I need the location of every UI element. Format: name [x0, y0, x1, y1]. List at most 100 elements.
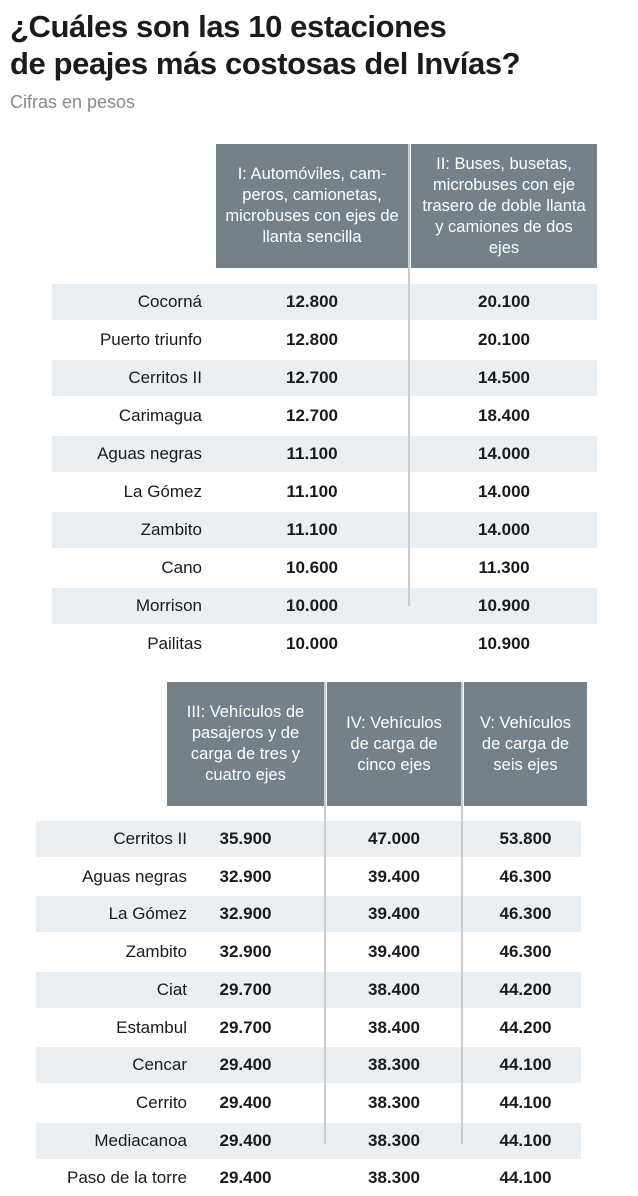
station-name: Pailitas	[147, 634, 202, 653]
table-row: La Gómez 32.900 39.400 46.300	[36, 896, 581, 933]
toll-value: 29.700	[219, 1017, 272, 1037]
table2-header-class-v: V: Vehículos de carga de seis ejes	[464, 682, 587, 806]
table2-header-class-v-text: V: Vehículos de carga de seis ejes	[479, 713, 572, 774]
table-row: Morrison 10.000 10.900	[52, 588, 597, 624]
toll-value: 35.900	[219, 829, 272, 848]
table-row: La Gómez 11.100 14.000	[52, 474, 597, 510]
table-row: Puerto triunfo 12.800 20.100	[52, 322, 597, 358]
station-name: Morrison	[135, 596, 202, 615]
toll-value: 29.400	[219, 1130, 272, 1150]
toll-value: 39.400	[368, 942, 420, 962]
toll-value: 44.100	[499, 1130, 552, 1150]
table2-divider-2	[461, 682, 463, 1144]
station-name: Paso de la torre	[66, 1168, 187, 1188]
station-name: Ciat	[156, 979, 187, 999]
table-row: Aguas negras 32.900 39.400 46.300	[36, 859, 581, 895]
station-name: Zambito	[125, 942, 187, 962]
station-name: La Gómez	[108, 904, 187, 924]
toll-value: 38.300	[368, 1092, 420, 1112]
table1-divider	[408, 144, 410, 606]
toll-value: 12.700	[286, 406, 338, 425]
station-name: La Gómez	[123, 482, 202, 501]
toll-value: 39.400	[368, 866, 420, 886]
toll-value: 47.000	[368, 829, 420, 848]
station-name: Estambul	[116, 1017, 187, 1037]
toll-value: 29.700	[219, 979, 272, 999]
toll-value: 11.100	[286, 482, 338, 501]
station-name: Mediacanoa	[94, 1130, 187, 1150]
station-name: Cocorná	[137, 292, 202, 311]
toll-value: 29.400	[219, 1168, 272, 1188]
table-row: Aguas negras 11.100 14.000	[52, 436, 597, 472]
station-name: Aguas negras	[82, 866, 187, 886]
table-row: Mediacanoa 29.400 38.300 44.100	[36, 1122, 581, 1159]
toll-value: 32.900	[219, 866, 272, 886]
table-row: Estambul 29.700 38.400 44.200	[36, 1010, 581, 1046]
toll-value: 10.900	[478, 634, 530, 653]
toll-value: 29.400	[219, 1055, 272, 1075]
toll-value: 12.800	[286, 330, 338, 349]
table-row: Cerritos II 35.900 47.000 53.800	[36, 821, 581, 857]
table2-header-class-iv-text: IV: Vehículos de carga de cinco ejes	[346, 713, 442, 774]
toll-value: 39.400	[368, 904, 420, 924]
toll-value: 38.300	[368, 1055, 420, 1075]
toll-value: 12.800	[286, 292, 338, 311]
toll-value: 44.100	[499, 1055, 552, 1075]
table-row: Cencar 29.400 38.300 44.100	[36, 1047, 581, 1084]
toll-value: 14.000	[478, 482, 530, 501]
toll-value: 44.100	[499, 1092, 552, 1112]
toll-value: 38.400	[368, 979, 420, 999]
table1-header-class-ii: II: Buses, busetas, microbuses con eje t…	[411, 144, 597, 268]
toll-value: 14.000	[478, 444, 530, 463]
table-row: Ciat 29.700 38.400 44.200	[36, 971, 581, 1008]
table-row: Pailitas 10.000 10.900	[52, 626, 597, 662]
table-row: Zambito 32.900 39.400 46.300	[36, 934, 581, 970]
table-row: Cano 10.600 11.300	[52, 550, 597, 586]
toll-value: 11.300	[478, 558, 530, 577]
table2-header-class-iii: III: Vehículos de pasajeros y de carga d…	[167, 682, 324, 806]
toll-value: 11.100	[286, 444, 338, 463]
station-name: Cerrito	[135, 1092, 187, 1112]
toll-value: 18.400	[478, 406, 530, 425]
toll-value: 46.300	[499, 904, 552, 924]
table-row: Cerritos II 12.700 14.500	[52, 360, 597, 396]
toll-value: 44.100	[499, 1168, 552, 1188]
table2-header-class-iv: IV: Vehículos de carga de cinco ejes	[327, 682, 461, 806]
toll-value: 46.300	[499, 942, 552, 962]
toll-value: 32.900	[219, 904, 272, 924]
toll-value: 53.800	[499, 829, 552, 848]
title-line-1: ¿Cuáles son las 10 estaciones	[10, 9, 447, 44]
table-row: Carimagua 12.700 18.400	[52, 398, 597, 434]
toll-value: 20.100	[478, 330, 530, 349]
toll-value: 20.100	[478, 292, 530, 311]
table-row: Cerrito 29.400 38.300 44.100	[36, 1085, 581, 1121]
toll-value: 38.400	[368, 1017, 420, 1037]
table-row: Zambito 11.100 14.000	[52, 512, 597, 548]
table-row: Paso de la torre 29.400 38.300 44.100	[36, 1160, 581, 1196]
toll-value: 46.300	[499, 866, 552, 886]
station-name: Puerto triunfo	[99, 330, 202, 349]
toll-value: 32.900	[219, 942, 272, 962]
table-row: Cocorná 12.800 20.100	[52, 284, 597, 320]
toll-value: 10.600	[286, 558, 338, 577]
toll-value: 10.900	[478, 596, 530, 615]
table1-header-class-i-text: I: Automóviles, cam-peros, camionetas, m…	[225, 165, 399, 246]
toll-value: 38.300	[368, 1130, 420, 1150]
table2-divider-1	[324, 682, 326, 1144]
toll-value: 14.500	[478, 368, 530, 387]
station-name: Zambito	[140, 520, 202, 539]
station-name: Aguas negras	[97, 444, 202, 463]
subtitle: Cifras en pesos	[10, 92, 136, 112]
station-name: Cencar	[132, 1055, 187, 1075]
toll-value: 10.000	[286, 596, 338, 615]
table1-header-class-i: I: Automóviles, cam-peros, camionetas, m…	[216, 144, 408, 268]
toll-value: 29.400	[219, 1092, 272, 1112]
toll-value: 10.000	[286, 634, 338, 653]
table1-header-class-ii-text: II: Buses, busetas, microbuses con eje t…	[422, 154, 586, 257]
table2-header-class-iii-text: III: Vehículos de pasajeros y de carga d…	[186, 703, 305, 784]
toll-value: 44.200	[499, 1017, 552, 1037]
station-name: Cerritos II	[113, 829, 187, 848]
page-title: ¿Cuáles son las 10 estaciones de peajes …	[10, 8, 620, 82]
station-name: Cano	[161, 558, 202, 577]
station-name: Cerritos II	[128, 368, 202, 387]
